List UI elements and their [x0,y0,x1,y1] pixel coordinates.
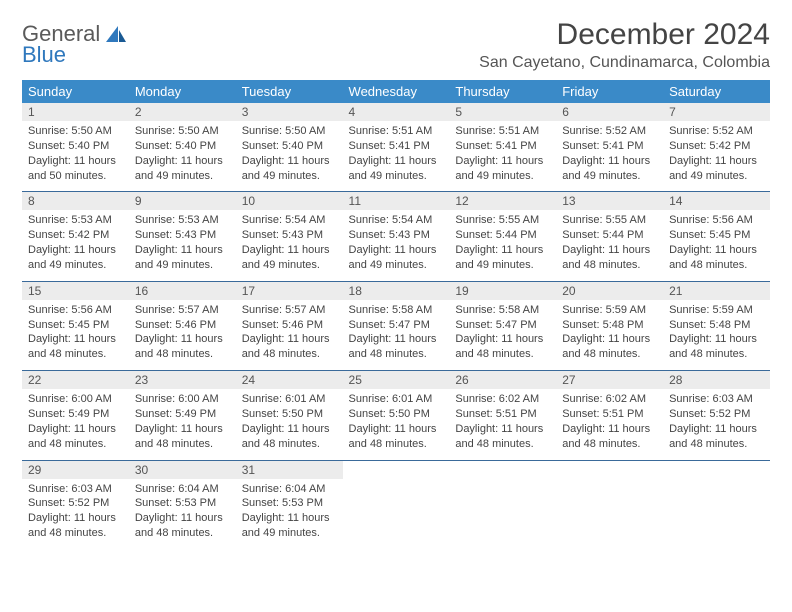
day-cell: Sunrise: 5:57 AMSunset: 5:46 PMDaylight:… [236,300,343,371]
day-cell: Sunrise: 5:56 AMSunset: 5:45 PMDaylight:… [22,300,129,371]
content-row: Sunrise: 6:03 AMSunset: 5:52 PMDaylight:… [22,479,770,549]
content-row: Sunrise: 5:53 AMSunset: 5:42 PMDaylight:… [22,210,770,281]
weekday-header: Monday [129,80,236,103]
calendar-head: SundayMondayTuesdayWednesdayThursdayFrid… [22,80,770,103]
day-number: 16 [129,281,236,300]
day-number: 1 [22,103,129,121]
day-number: 4 [343,103,450,121]
day-cell: Sunrise: 5:58 AMSunset: 5:47 PMDaylight:… [449,300,556,371]
day-number: 21 [663,281,770,300]
month-title: December 2024 [479,18,770,52]
calendar-table: SundayMondayTuesdayWednesdayThursdayFrid… [22,80,770,549]
day-cell: Sunrise: 6:03 AMSunset: 5:52 PMDaylight:… [663,389,770,460]
day-number: 22 [22,371,129,390]
content-row: Sunrise: 5:56 AMSunset: 5:45 PMDaylight:… [22,300,770,371]
day-cell: Sunrise: 5:50 AMSunset: 5:40 PMDaylight:… [236,121,343,192]
day-cell: Sunrise: 5:56 AMSunset: 5:45 PMDaylight:… [663,210,770,281]
day-number: 30 [129,460,236,479]
day-cell: Sunrise: 6:00 AMSunset: 5:49 PMDaylight:… [22,389,129,460]
day-cell: Sunrise: 5:50 AMSunset: 5:40 PMDaylight:… [22,121,129,192]
day-cell: Sunrise: 6:01 AMSunset: 5:50 PMDaylight:… [343,389,450,460]
day-number: 20 [556,281,663,300]
day-cell: Sunrise: 6:02 AMSunset: 5:51 PMDaylight:… [556,389,663,460]
weekday-header: Friday [556,80,663,103]
daynum-row: 891011121314 [22,192,770,211]
day-cell: Sunrise: 5:52 AMSunset: 5:41 PMDaylight:… [556,121,663,192]
day-number: 2 [129,103,236,121]
day-number: 24 [236,371,343,390]
day-cell [449,479,556,549]
day-number: 31 [236,460,343,479]
day-cell [556,479,663,549]
day-number: 3 [236,103,343,121]
day-cell [343,479,450,549]
brand-text: General Blue [22,24,100,66]
day-cell: Sunrise: 5:54 AMSunset: 5:43 PMDaylight:… [236,210,343,281]
day-cell: Sunrise: 5:52 AMSunset: 5:42 PMDaylight:… [663,121,770,192]
day-cell: Sunrise: 5:59 AMSunset: 5:48 PMDaylight:… [556,300,663,371]
day-number: 27 [556,371,663,390]
day-number: 14 [663,192,770,211]
day-number [343,460,450,479]
day-number: 11 [343,192,450,211]
weekday-header: Wednesday [343,80,450,103]
day-cell [663,479,770,549]
daynum-row: 22232425262728 [22,371,770,390]
content-row: Sunrise: 5:50 AMSunset: 5:40 PMDaylight:… [22,121,770,192]
calendar-body: 1234567Sunrise: 5:50 AMSunset: 5:40 PMDa… [22,103,770,549]
day-number: 6 [556,103,663,121]
day-number: 26 [449,371,556,390]
day-number: 25 [343,371,450,390]
day-cell: Sunrise: 5:50 AMSunset: 5:40 PMDaylight:… [129,121,236,192]
day-cell: Sunrise: 6:00 AMSunset: 5:49 PMDaylight:… [129,389,236,460]
day-cell: Sunrise: 5:53 AMSunset: 5:42 PMDaylight:… [22,210,129,281]
day-cell: Sunrise: 6:01 AMSunset: 5:50 PMDaylight:… [236,389,343,460]
day-number: 8 [22,192,129,211]
daynum-row: 1234567 [22,103,770,121]
day-number [663,460,770,479]
brand-logo: General Blue [22,18,128,66]
day-number [449,460,556,479]
header: General Blue December 2024 San Cayetano,… [22,18,770,72]
day-cell: Sunrise: 5:51 AMSunset: 5:41 PMDaylight:… [343,121,450,192]
weekday-header: Sunday [22,80,129,103]
weekday-header: Thursday [449,80,556,103]
day-number: 10 [236,192,343,211]
brand-part2: Blue [22,42,66,67]
day-number: 23 [129,371,236,390]
day-cell: Sunrise: 6:04 AMSunset: 5:53 PMDaylight:… [236,479,343,549]
day-number: 28 [663,371,770,390]
day-number: 13 [556,192,663,211]
day-number: 18 [343,281,450,300]
weekday-header: Tuesday [236,80,343,103]
day-cell: Sunrise: 6:02 AMSunset: 5:51 PMDaylight:… [449,389,556,460]
title-block: December 2024 San Cayetano, Cundinamarca… [479,18,770,72]
day-cell: Sunrise: 5:53 AMSunset: 5:43 PMDaylight:… [129,210,236,281]
day-cell: Sunrise: 5:57 AMSunset: 5:46 PMDaylight:… [129,300,236,371]
day-number: 9 [129,192,236,211]
daynum-row: 15161718192021 [22,281,770,300]
content-row: Sunrise: 6:00 AMSunset: 5:49 PMDaylight:… [22,389,770,460]
day-cell: Sunrise: 6:04 AMSunset: 5:53 PMDaylight:… [129,479,236,549]
location: San Cayetano, Cundinamarca, Colombia [479,54,770,72]
sail-icon [104,24,128,44]
day-cell: Sunrise: 5:55 AMSunset: 5:44 PMDaylight:… [556,210,663,281]
day-number [556,460,663,479]
day-number: 19 [449,281,556,300]
day-cell: Sunrise: 5:58 AMSunset: 5:47 PMDaylight:… [343,300,450,371]
day-cell: Sunrise: 5:51 AMSunset: 5:41 PMDaylight:… [449,121,556,192]
weekday-header: Saturday [663,80,770,103]
day-number: 29 [22,460,129,479]
weekday-row: SundayMondayTuesdayWednesdayThursdayFrid… [22,80,770,103]
day-number: 15 [22,281,129,300]
day-number: 12 [449,192,556,211]
day-number: 5 [449,103,556,121]
day-number: 7 [663,103,770,121]
day-cell: Sunrise: 5:54 AMSunset: 5:43 PMDaylight:… [343,210,450,281]
day-cell: Sunrise: 5:59 AMSunset: 5:48 PMDaylight:… [663,300,770,371]
day-number: 17 [236,281,343,300]
day-cell: Sunrise: 5:55 AMSunset: 5:44 PMDaylight:… [449,210,556,281]
daynum-row: 293031 [22,460,770,479]
day-cell: Sunrise: 6:03 AMSunset: 5:52 PMDaylight:… [22,479,129,549]
